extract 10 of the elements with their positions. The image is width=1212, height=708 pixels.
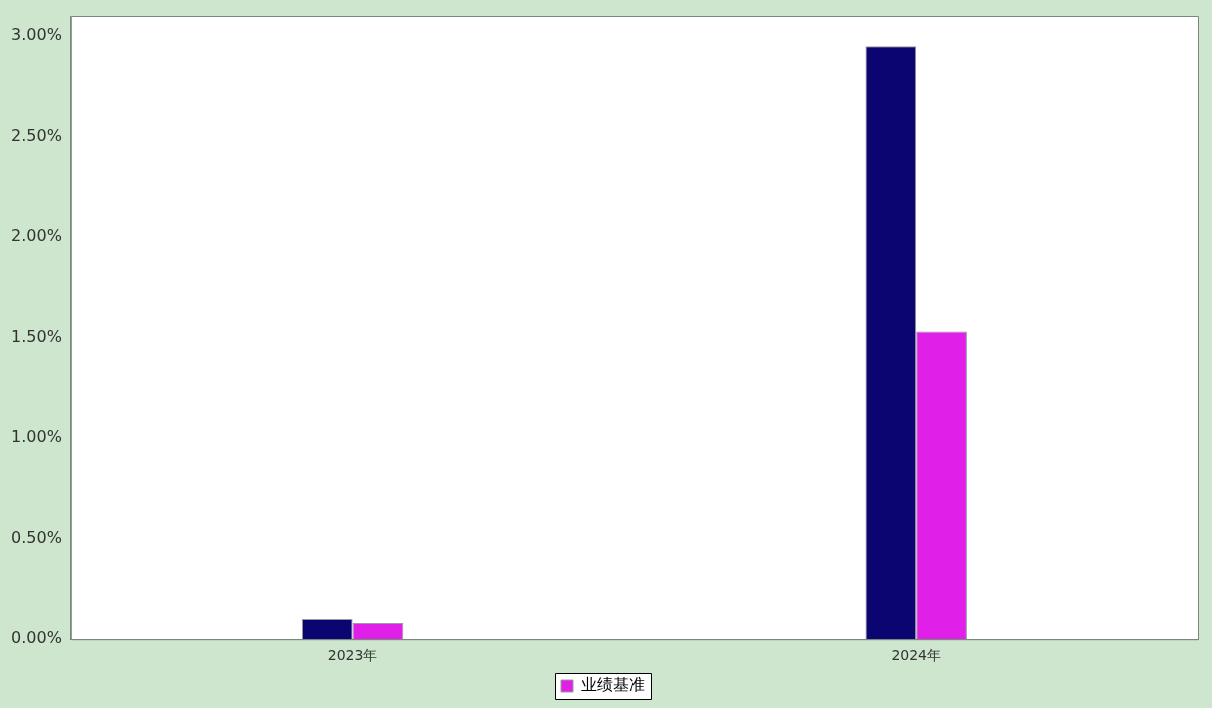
x-tick-label: 2023年 bbox=[327, 647, 378, 664]
y-tick-label: 1.00% bbox=[11, 427, 62, 447]
y-tick-label: 1.50% bbox=[11, 326, 62, 346]
y-tick-label: 0.50% bbox=[11, 527, 62, 547]
x-tick-label: 2024年 bbox=[891, 647, 942, 664]
y-tick-label: 2.50% bbox=[11, 125, 62, 145]
y-tick-label: 2.00% bbox=[11, 226, 62, 246]
y-tick-label: 0.00% bbox=[11, 628, 62, 648]
y-tick-label: 3.00% bbox=[11, 25, 62, 45]
legend-label: 业绩基准 bbox=[581, 675, 645, 695]
